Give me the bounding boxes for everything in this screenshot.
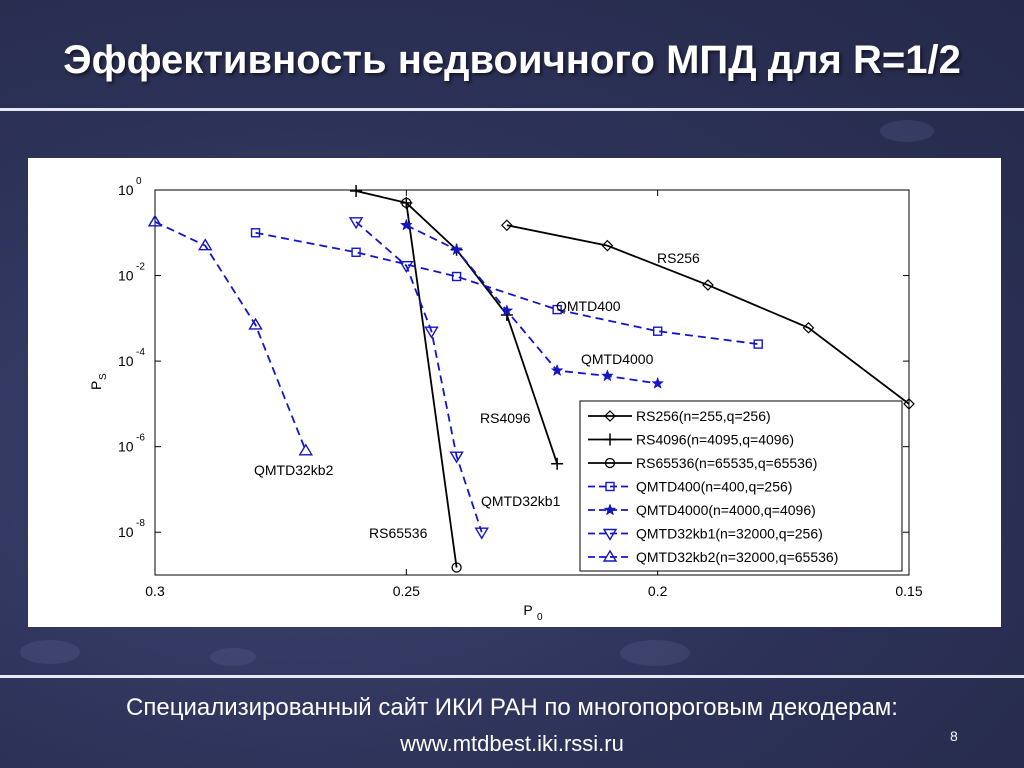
series-line-qmtd400 (255, 231, 759, 345)
data-point-qmtd32kb1 (399, 260, 414, 274)
data-point-qmtd400 (250, 228, 261, 238)
legend-entry-rs65536: RS65536(n=65535,q=65536) (636, 455, 817, 471)
curve-label-rs4096: RS4096 (480, 410, 531, 426)
x-axis-label-subscript: 0 (537, 612, 543, 623)
y-tick-label-exponent: 0 (136, 176, 142, 187)
y-tick-label-base: 10 (118, 268, 134, 284)
legend-entry-rs256: RS256(n=255,q=256) (636, 408, 771, 424)
curve-label-rs65536: RS65536 (369, 525, 428, 541)
y-tick-label-exponent: -4 (136, 347, 145, 358)
y-tick-label-base: 10 (118, 439, 134, 455)
x-tick-label: 0.15 (895, 583, 922, 599)
data-point-qmtd4000 (450, 243, 463, 256)
y-tick-label-exponent: -2 (136, 262, 145, 273)
data-point-qmtd4000 (601, 369, 614, 382)
curve-label-qmtd4000: QMTD4000 (581, 351, 654, 367)
data-point-rs65536 (451, 562, 462, 573)
data-point-qmtd32kb2 (147, 214, 163, 227)
data-point-qmtd4000 (500, 304, 514, 317)
legend-marker (604, 433, 616, 446)
data-point-qmtd400 (351, 247, 361, 257)
footer-divider (0, 675, 1024, 678)
curve-label-qmtd32kb1: QMTD32kb1 (481, 493, 561, 509)
x-axis-label: P (523, 602, 532, 618)
data-point-qmtd400 (652, 326, 663, 336)
data-point-qmtd32kb1 (424, 326, 439, 339)
data-point-qmtd32kb2 (198, 238, 213, 251)
y-tick-label-exponent: -8 (136, 518, 145, 529)
background-decoration (210, 648, 256, 666)
slide-title: Эффективность недвоичного МПД для R=1/2 (63, 38, 961, 82)
background-decoration (620, 640, 690, 666)
curve-label-qmtd32kb2: QMTD32kb2 (254, 462, 334, 478)
legend-entry-qmtd32kb1: QMTD32kb1(n=32000,q=256) (636, 526, 823, 542)
data-point-rs4096 (551, 457, 564, 470)
legend-marker (605, 481, 615, 492)
data-point-rs256 (501, 219, 513, 232)
legend-entry-rs4096: RS4096(n=4095,q=4096) (636, 432, 794, 448)
legend-box (579, 400, 903, 572)
y-axis-label: P (88, 381, 104, 390)
y-tick-label-exponent: -6 (136, 433, 145, 444)
series-line-rs65536 (405, 202, 458, 568)
data-point-rs256 (903, 398, 915, 410)
title-divider (0, 108, 1024, 111)
data-point-qmtd32kb1 (474, 527, 489, 540)
data-point-qmtd400 (552, 304, 562, 315)
data-point-rs256 (702, 279, 714, 291)
legend-marker (602, 549, 618, 562)
x-tick-label: 0.2 (648, 583, 668, 599)
data-point-qmtd400 (451, 271, 462, 282)
footer-site-description: Специализированный сайт ИКИ РАН по много… (126, 694, 898, 721)
legend-entry-qmtd400: QMTD400(n=400,q=256) (636, 479, 792, 495)
legend-entry-qmtd4000: QMTD4000(n=4000,q=4096) (636, 502, 816, 518)
curve-label-qmtd400: QMTD400 (556, 298, 621, 314)
series-line-qmtd4000 (405, 224, 658, 385)
y-tick-label-base: 10 (118, 353, 134, 369)
data-point-qmtd4000 (651, 376, 665, 389)
data-point-qmtd32kb2 (298, 443, 314, 456)
series-line-qmtd32kb2 (154, 221, 307, 452)
data-point-qmtd4000 (399, 218, 413, 231)
legend-entry-qmtd32kb2: QMTD32kb2(n=32000,q=65536) (636, 549, 838, 565)
data-point-qmtd32kb1 (449, 451, 464, 464)
data-point-rs65536 (401, 197, 412, 209)
page-number: 8 (950, 728, 958, 744)
data-point-qmtd4000 (550, 363, 564, 377)
y-tick-label-base: 10 (118, 524, 134, 540)
background-decoration (880, 120, 934, 142)
x-tick-label: 0.25 (393, 583, 420, 599)
data-point-qmtd32kb1 (348, 217, 364, 230)
data-point-rs4096 (350, 184, 363, 197)
y-tick-label-base: 10 (118, 182, 134, 198)
background-decoration (20, 640, 80, 664)
data-point-qmtd400 (753, 339, 763, 349)
x-tick-label: 0.3 (145, 583, 165, 599)
chart-panel: 0.3 0.25 0.2 0.15 10 0 10 -2 10 -4 10 -6 10 -8 P 0 P S RS2… (28, 158, 1001, 627)
plot-area-frame (154, 189, 910, 576)
legend-marker (604, 457, 616, 469)
y-axis-label-subscript: S (98, 373, 109, 380)
footer-site-url[interactable]: www.mtdbest.iki.rssi.ru (400, 731, 624, 756)
legend-marker (603, 503, 617, 516)
legend-marker (604, 410, 616, 422)
legend-marker (602, 528, 618, 541)
curve-label-rs256: RS256 (657, 250, 700, 266)
data-point-qmtd32kb2 (248, 317, 263, 330)
data-point-rs256 (601, 239, 614, 252)
series-line-rs256 (506, 224, 910, 405)
series-line-qmtd32kb1 (355, 221, 483, 533)
data-point-rs256 (802, 321, 815, 334)
